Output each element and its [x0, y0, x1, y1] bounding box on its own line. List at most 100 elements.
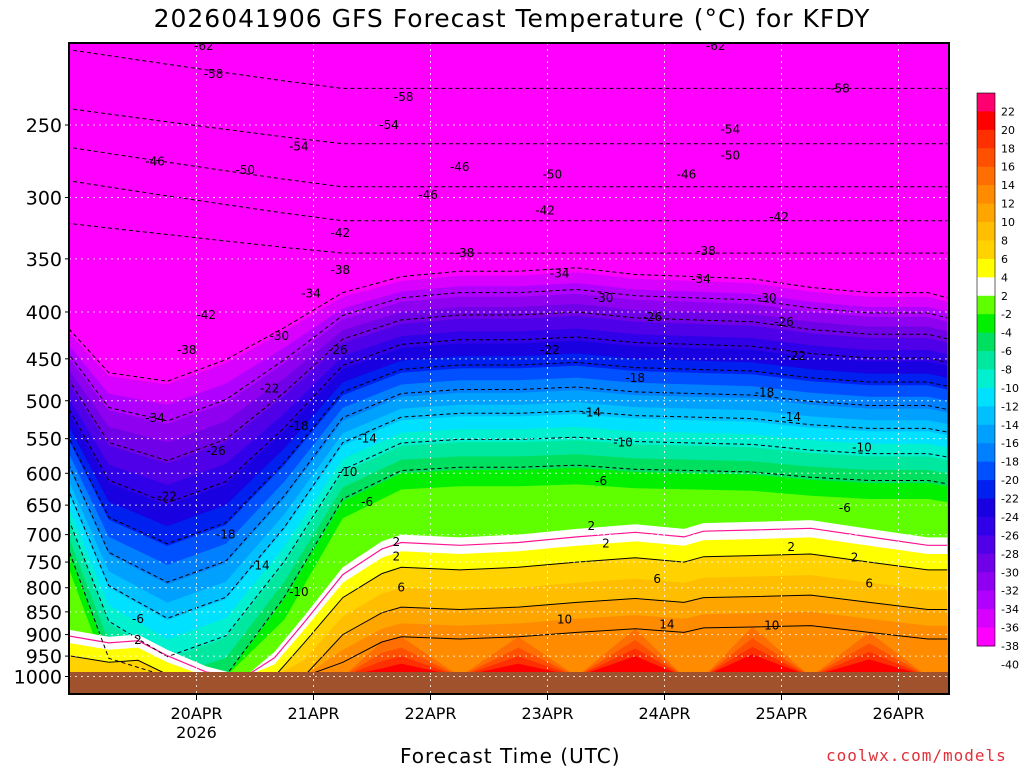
colorbar-label: -12 [1001, 400, 1019, 413]
colorbar-swatch [977, 332, 995, 352]
contour-label: 6 [397, 581, 405, 595]
y-tick-label: 600 [26, 463, 62, 485]
chart-title: 2026041906 GFS Forecast Temperature (°C)… [153, 4, 871, 33]
credit-text: coolwx.com/models [826, 746, 1007, 765]
contour-labels: -62 -62-58-58-58-54-54 -54-50-50-50-46 -46-… [132, 43, 873, 647]
contour-label: -30 [594, 291, 614, 305]
contour-label: -42 [331, 226, 351, 240]
contour-label: -46 [450, 160, 470, 174]
colorbar-swatch [977, 351, 995, 370]
contour-label: -14 [582, 406, 602, 420]
contour-label: -38 [455, 246, 475, 260]
contour-label: -46 [677, 167, 697, 181]
contour-label: -54 [721, 123, 741, 137]
colorbar-swatch [977, 627, 995, 647]
contour-label: -30 [270, 329, 290, 343]
colorbar-label: 2 [1001, 290, 1008, 303]
y-tick-label: 1000 [14, 667, 62, 689]
x-tick-label: 24APR [638, 704, 690, 723]
colorbar-label: 22 [1001, 105, 1015, 118]
colorbar-swatch [977, 572, 995, 592]
contour-label: -34 [550, 266, 570, 280]
colorbar-label: -34 [1001, 603, 1019, 616]
contour-label: -6 [839, 501, 851, 515]
contour-label: 2 [787, 540, 795, 554]
contour-label: -34 [301, 287, 321, 301]
colorbar-swatch [977, 590, 995, 610]
colorbar-label: -26 [1001, 529, 1019, 542]
y-tick-label: 400 [26, 302, 62, 324]
contour-label: -54 [289, 140, 309, 154]
colorbar-swatch [977, 277, 995, 297]
contour-label: -22 [540, 343, 560, 357]
contour-label: -14 [357, 432, 377, 446]
contour-label: 2 [851, 550, 859, 564]
contour-label: -42 [196, 308, 216, 322]
colorbar-label: -20 [1001, 474, 1019, 487]
y-tick-label: 850 [26, 602, 62, 624]
contour-label: -58 [394, 90, 414, 104]
colorbar-label: -16 [1001, 437, 1019, 450]
y-tick-label: 250 [26, 115, 62, 137]
contour-label: -18 [625, 371, 645, 385]
colorbar-label: 18 [1001, 142, 1015, 155]
contour-label: -34 [691, 272, 711, 286]
colorbar-swatch [977, 609, 995, 629]
colorbar-swatch [977, 369, 995, 389]
colorbar-label: -14 [1001, 419, 1019, 432]
x-tick-label: 25APR [755, 704, 807, 723]
colorbar-label: -18 [1001, 456, 1019, 469]
x-tick-label: 21APR [287, 704, 339, 723]
colorbar-swatch [977, 93, 995, 112]
x-tick-label: 23APR [521, 704, 573, 723]
x-year-label: 2026 [176, 723, 217, 742]
colorbar-swatch [977, 480, 995, 500]
y-tick-label: 300 [26, 188, 62, 210]
colorbar-swatch [977, 203, 995, 223]
y-tick-label: 700 [26, 525, 62, 547]
contour-label: -42 [769, 210, 789, 224]
colorbar-label: -38 [1001, 640, 1019, 653]
colorbar-label: -4 [1001, 327, 1012, 340]
x-tick-label: 20APR [170, 704, 222, 723]
contour-label: -30 [757, 291, 777, 305]
y-tick-label: 550 [26, 429, 62, 451]
grid-lines [69, 43, 949, 694]
contour-label: -42 [535, 204, 555, 218]
contour-label: 2 [134, 633, 142, 647]
contour-label: -58 [204, 67, 224, 81]
contour-label: -6 [595, 474, 607, 488]
y-tick-label: 800 [26, 578, 62, 600]
colorbar-swatch [977, 148, 995, 168]
contour-label: -50 [543, 167, 563, 181]
contour-label: -10 [613, 435, 633, 449]
contour-label: -26 [328, 343, 348, 357]
colorbar-label: -36 [1001, 622, 1019, 635]
contour-label: -38 [331, 263, 351, 277]
contour-label: -6 [361, 495, 373, 509]
colorbar-label: 6 [1001, 253, 1008, 266]
contour-label: -46 [418, 188, 438, 202]
contour-label: 6 [653, 572, 661, 586]
colorbar-label: 12 [1001, 198, 1015, 211]
colorbar-swatch [977, 222, 995, 241]
x-axis-ticks: 20APR 21APR 22APR 23APR 24APR 25APR 26APR 2026 [170, 694, 925, 742]
colorbar-swatch [977, 443, 995, 463]
contour-label: -50 [235, 163, 255, 177]
colorbar-swatch [977, 498, 995, 518]
colorbar-swatch [977, 516, 995, 536]
colorbar-swatch [977, 406, 995, 426]
x-tick-label: 26APR [872, 704, 924, 723]
colorbar-label: 14 [1001, 179, 1015, 192]
colorbar-label: -30 [1001, 566, 1019, 579]
contour-label: 2 [602, 537, 610, 551]
colorbar-swatch [977, 295, 995, 315]
y-tick-label: 500 [26, 391, 62, 413]
x-tick-label: 22APR [404, 704, 456, 723]
colorbar-label: 10 [1001, 216, 1015, 229]
contour-label: -50 [721, 149, 741, 163]
colorbar-swatch [977, 258, 995, 278]
contour-label: -46 [145, 154, 165, 168]
y-tick-label: 950 [26, 646, 62, 668]
